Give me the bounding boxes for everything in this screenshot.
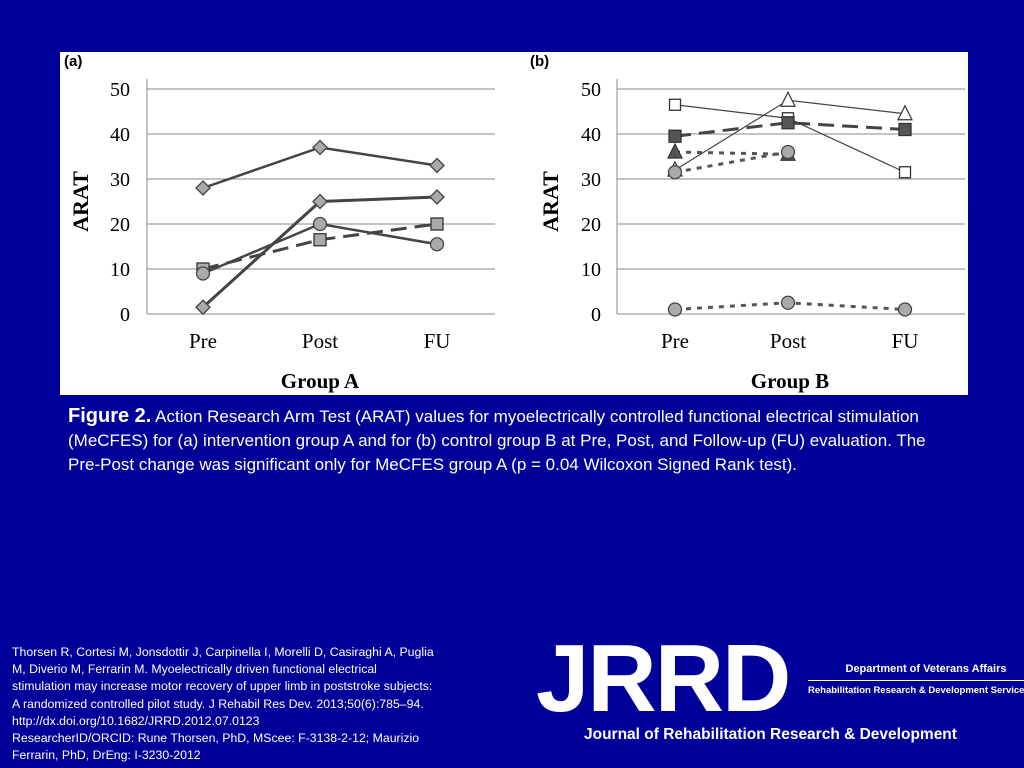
y-tick-label: 50 <box>110 79 130 101</box>
data-point <box>195 180 211 196</box>
x-tick-label: Post <box>770 329 806 353</box>
logo-service: Rehabilitation Research & Development Se… <box>808 685 1024 696</box>
y-tick-label: 50 <box>581 79 601 101</box>
data-point <box>668 129 682 143</box>
x-tick-label: Pre <box>189 329 217 353</box>
citation-doi-link[interactable]: http://dx.doi.org/10.1682/JRRD.2012.07.0… <box>12 713 260 728</box>
data-point <box>668 98 682 111</box>
data-point <box>780 90 796 107</box>
data-point <box>430 217 444 231</box>
y-axis-label: ARAT <box>68 171 93 232</box>
y-tick-label: 20 <box>581 214 601 236</box>
y-tick-label: 30 <box>110 169 130 191</box>
data-point <box>898 166 912 179</box>
data-point <box>429 189 445 205</box>
x-tick-label: FU <box>892 329 919 353</box>
citation-line: ResearcherID/ORCID: Rune Thorsen, PhD, M… <box>12 731 420 746</box>
series-line <box>202 222 438 275</box>
series-line <box>674 150 789 174</box>
data-point <box>667 165 683 180</box>
panel-label: (b) <box>530 53 549 70</box>
y-tick-label: 30 <box>581 169 601 191</box>
y-tick-label: 40 <box>110 124 130 146</box>
data-point <box>898 122 912 137</box>
logo-wordmark: JRRD <box>536 625 791 732</box>
data-point <box>195 299 211 316</box>
citation-line: A randomized controlled pilot study. J R… <box>12 696 424 711</box>
data-point <box>667 302 683 317</box>
y-axis-label: ARAT <box>538 171 563 232</box>
y-tick-label: 40 <box>581 124 601 146</box>
data-point <box>312 139 328 156</box>
data-point <box>897 302 913 317</box>
jrrd-logo: JRRD Department of Veterans Affairs Reha… <box>530 625 1024 760</box>
data-point <box>313 233 327 247</box>
figure-caption: Figure 2. Action Research Arm Test (ARAT… <box>68 404 958 477</box>
series-line <box>674 150 789 156</box>
x-tick-label: Pre <box>661 329 689 353</box>
y-tick-label: 20 <box>110 214 130 236</box>
citation: Thorsen R, Cortesi M, Jonsdottir J, Carp… <box>12 644 507 764</box>
data-point <box>429 157 445 174</box>
data-point <box>781 116 795 130</box>
citation-line: Ferrarin, PhD, DrEng: I-3230-2012 <box>12 748 201 763</box>
data-point <box>780 295 796 310</box>
logo-journal-name: Journal of Rehabilitation Research & Dev… <box>584 726 957 743</box>
x-axis-label: Group A <box>281 369 360 393</box>
citation-line: stimulation may increase motor recovery … <box>12 679 433 694</box>
x-axis-label: Group B <box>751 369 829 393</box>
data-point <box>897 104 913 121</box>
citation-line: M, Diverio M, Ferrarin M. Myoelectricall… <box>12 662 377 677</box>
logo-divider <box>808 680 1024 681</box>
y-tick-label: 0 <box>591 304 601 326</box>
arat-charts: (a) 0 10 20 30 40 50 ARAT Pre Post FU Group A (b) 0 10… <box>64 53 965 393</box>
panel-label: (a) <box>64 53 82 70</box>
caption-text: Action Research Arm Test (ARAT) values f… <box>68 407 926 474</box>
x-tick-label: FU <box>424 329 451 353</box>
y-tick-label: 10 <box>110 259 130 281</box>
data-point <box>195 266 211 281</box>
series-line <box>201 195 438 309</box>
figure-panel: (a) 0 10 20 30 40 50 ARAT Pre Post FU Group A (b) 0 10… <box>60 52 968 395</box>
caption-label: Figure 2. <box>68 405 152 427</box>
logo-department: Department of Veterans Affairs <box>845 663 1007 675</box>
data-point <box>780 144 796 160</box>
data-point <box>429 237 445 252</box>
y-tick-label: 0 <box>120 304 130 326</box>
y-tick-label: 10 <box>581 259 601 281</box>
data-point <box>667 142 683 159</box>
series-line <box>674 121 906 138</box>
data-point <box>312 193 328 210</box>
x-tick-label: Post <box>302 329 338 353</box>
citation-line: Thorsen R, Cortesi M, Jonsdottir J, Carp… <box>12 645 434 659</box>
data-point <box>312 216 328 232</box>
